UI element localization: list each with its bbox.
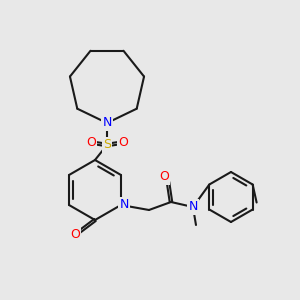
Text: O: O — [70, 229, 80, 242]
Text: O: O — [118, 136, 128, 149]
Text: N: N — [188, 200, 198, 214]
Text: N: N — [102, 116, 112, 130]
Text: O: O — [86, 136, 96, 149]
Text: N: N — [119, 199, 129, 212]
Text: S: S — [103, 139, 111, 152]
Text: O: O — [159, 170, 169, 184]
